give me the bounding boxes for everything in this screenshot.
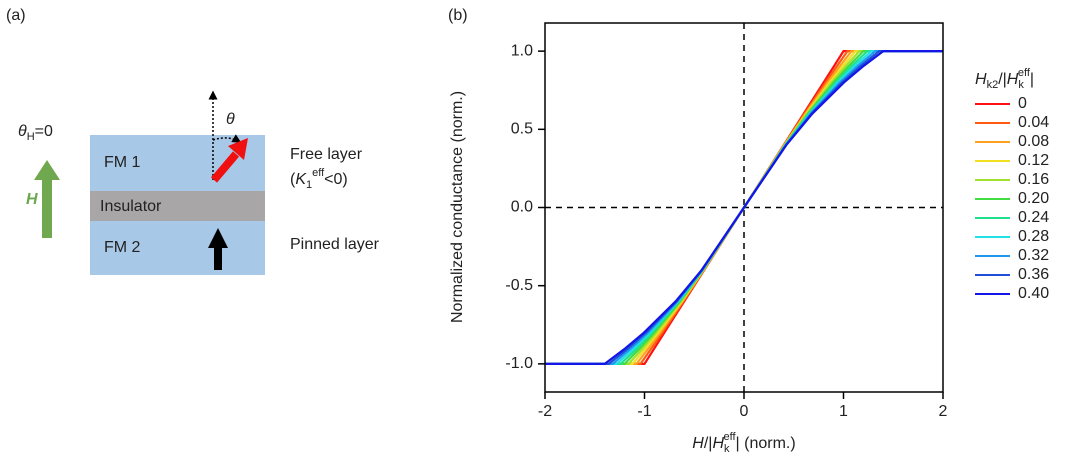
text-part: =0 bbox=[35, 123, 53, 140]
text-part: θ bbox=[18, 123, 27, 140]
legend-label: 0.24 bbox=[1018, 209, 1049, 226]
text-part: K bbox=[295, 171, 307, 188]
free-moment bbox=[210, 151, 240, 183]
legend-label: 0 bbox=[1018, 95, 1027, 112]
pinned-moment-head bbox=[208, 228, 228, 248]
text-part: /| bbox=[704, 435, 713, 452]
pinned-layer-label: Pinned layer bbox=[290, 236, 380, 253]
text-part: H bbox=[692, 435, 704, 452]
field-arrow bbox=[34, 160, 60, 238]
diagram: FM 1 Insulator FM 2 θH=0 H θ Free layer … bbox=[18, 90, 380, 275]
text-part: H bbox=[712, 435, 724, 452]
y-tick-label: -1.0 bbox=[505, 355, 533, 372]
text-part: <0) bbox=[324, 171, 348, 188]
legend-label: 0.36 bbox=[1018, 266, 1049, 283]
y-tick-label: 0.0 bbox=[511, 199, 533, 216]
x-tick-label: 0 bbox=[740, 403, 749, 420]
text-part: eff bbox=[1018, 67, 1031, 79]
panel-label: (a) bbox=[6, 7, 26, 24]
legend-label: 0.20 bbox=[1018, 190, 1049, 207]
text-part: /| bbox=[998, 71, 1007, 88]
field-angle: θH=0 bbox=[18, 123, 53, 143]
x-axis-title: H/|Hkeff| (norm.) bbox=[692, 431, 795, 455]
layer-label: FM 1 bbox=[104, 154, 141, 171]
text-part: k bbox=[1018, 79, 1024, 91]
x-tick-label: -1 bbox=[637, 403, 651, 420]
text-part: ( bbox=[290, 171, 296, 188]
y-tick-label: 0.5 bbox=[511, 121, 533, 138]
angle-label: θ bbox=[226, 111, 235, 128]
x-tick-label: -2 bbox=[538, 403, 552, 420]
text-part: | bbox=[1030, 71, 1034, 88]
plot-frame bbox=[544, 22, 944, 393]
legend-label: 0.12 bbox=[1018, 152, 1049, 169]
y-tick-label: 1.0 bbox=[511, 42, 533, 59]
legend-label: 0.08 bbox=[1018, 133, 1049, 150]
text-part: H bbox=[27, 131, 35, 143]
text-part: eff bbox=[312, 167, 325, 179]
legend-label: 0.32 bbox=[1018, 247, 1049, 264]
legend-label: 0.28 bbox=[1018, 228, 1049, 245]
text-part: eff bbox=[724, 431, 737, 443]
series-line bbox=[545, 50, 943, 365]
y-tick-label: -0.5 bbox=[505, 277, 533, 294]
free-layer-condition: (K1eff<0) bbox=[290, 167, 348, 191]
layer-insulator bbox=[90, 191, 265, 221]
layer-fm2 bbox=[90, 221, 265, 275]
text-part: | (norm.) bbox=[736, 435, 796, 452]
free-moment-head bbox=[228, 138, 248, 160]
text-part: k bbox=[724, 443, 730, 455]
x-tick-label: 1 bbox=[839, 403, 848, 420]
panel-label: (b) bbox=[448, 7, 468, 24]
text-part: H bbox=[975, 71, 987, 88]
legend-label: 0.16 bbox=[1018, 171, 1049, 188]
layer-label: Insulator bbox=[100, 198, 162, 215]
free-layer-label: Free layer bbox=[290, 146, 363, 163]
angle-arc bbox=[212, 134, 242, 143]
x-tick-label: 2 bbox=[939, 403, 948, 420]
legend-label: 0.04 bbox=[1018, 114, 1049, 131]
layer-label: FM 2 bbox=[104, 239, 141, 256]
text-part: H bbox=[1007, 71, 1019, 88]
legend-label: 0.40 bbox=[1018, 285, 1049, 302]
text-part: 1 bbox=[306, 179, 312, 191]
y-axis-title: Normalized conductance (norm.) bbox=[449, 91, 466, 323]
legend-title: Hk2/|Hkeff| bbox=[975, 67, 1034, 91]
text-part: k2 bbox=[987, 79, 999, 91]
field-label: H bbox=[26, 191, 38, 208]
